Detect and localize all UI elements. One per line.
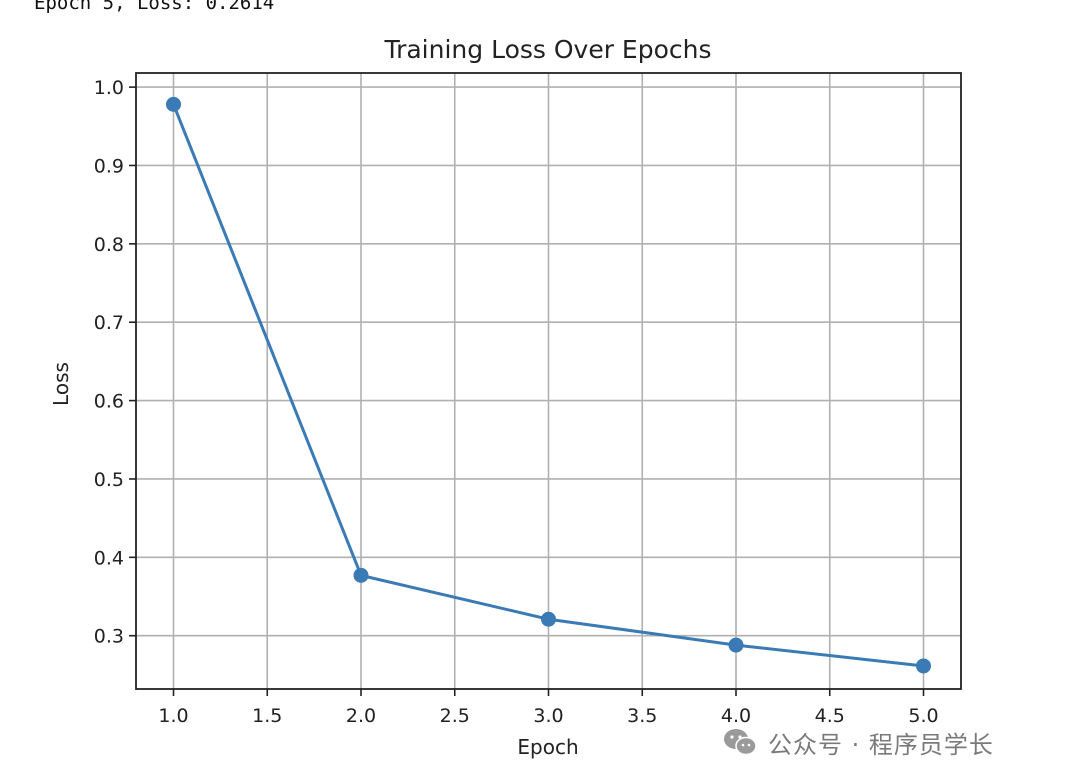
- y-tick-label: 0.5: [94, 469, 124, 491]
- data-point: [541, 611, 556, 627]
- x-tick-label: 5.0: [908, 705, 938, 727]
- x-tick-label: 4.5: [815, 705, 845, 727]
- y-tick-label: 0.3: [94, 626, 124, 648]
- data-point: [166, 96, 181, 112]
- watermark: 公众号 · 程序员学长: [722, 722, 994, 762]
- y-tick-label: 0.4: [94, 547, 124, 569]
- x-tick-label: 1.5: [252, 705, 282, 727]
- y-tick-label: 0.9: [94, 155, 124, 177]
- x-axis-label: Epoch: [517, 735, 578, 759]
- x-tick-label: 1.0: [158, 705, 188, 727]
- x-tick-label: 3.0: [533, 705, 563, 727]
- x-tick-label: 3.5: [627, 705, 657, 727]
- y-tick-label: 0.7: [94, 312, 124, 334]
- y-tick-label: 0.6: [94, 391, 124, 413]
- data-point: [353, 567, 369, 583]
- watermark-text: 公众号 · 程序员学长: [768, 730, 994, 759]
- x-axis-ticks: 1.0 1.5 2.0 2.5 3.0 3.5 4.0 4.5 5.0: [158, 689, 939, 727]
- grid-lines: [136, 73, 961, 689]
- y-tick-label: 0.8: [94, 234, 124, 256]
- wechat-icon: [724, 729, 757, 756]
- chart-title: Training Loss Over Epochs: [383, 35, 711, 64]
- y-tick-label: 1.0: [94, 77, 124, 99]
- y-axis-label: Loss: [49, 362, 73, 406]
- data-point: [728, 637, 744, 653]
- console-output-line: Epoch 5, Loss: 0.2614: [34, 0, 275, 14]
- x-tick-label: 2.0: [346, 705, 376, 727]
- data-point: [916, 658, 931, 674]
- y-axis-ticks: 0.3 0.4 0.5 0.6 0.7 0.8 0.9 1.0: [94, 77, 136, 648]
- data-series: [166, 96, 931, 674]
- x-tick-label: 2.5: [440, 705, 470, 727]
- x-tick-label: 4.0: [721, 705, 751, 727]
